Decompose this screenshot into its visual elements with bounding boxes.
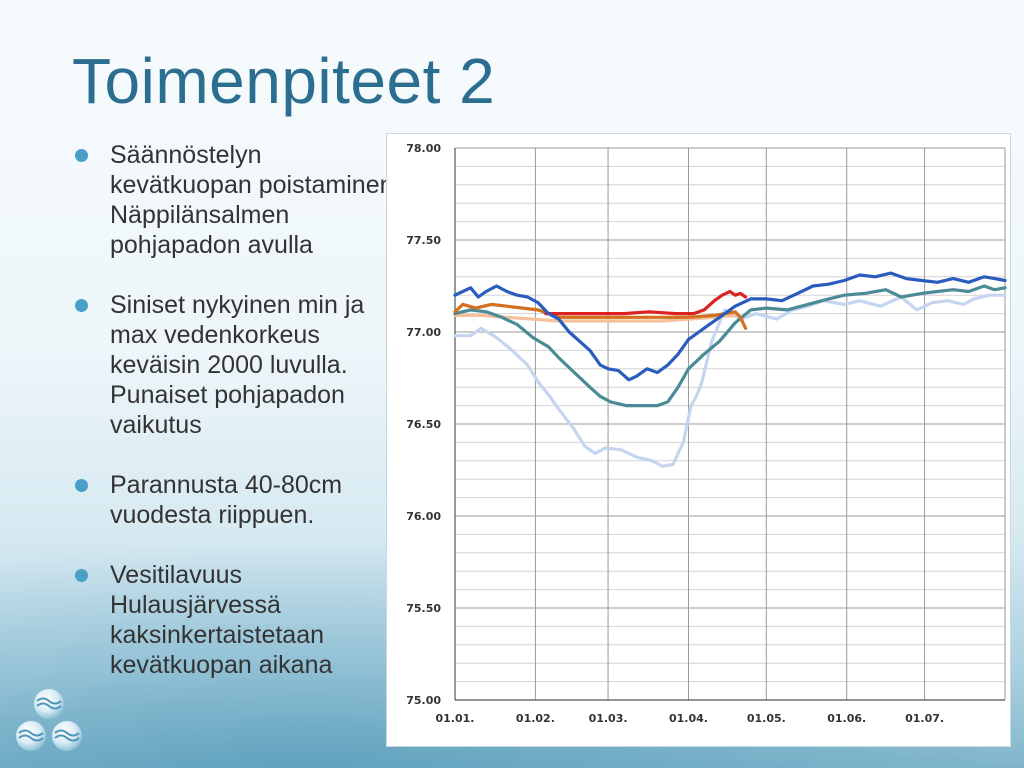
slide-title: Toimenpiteet 2	[72, 45, 496, 117]
series-line	[453, 302, 748, 330]
bullet-item: Siniset nykyinen min ja max vedenkorkeus…	[72, 290, 402, 440]
bullet-item: Säännöstelyn kevätkuopan poistaminen Näp…	[72, 140, 402, 260]
x-tick-label: 01.04.	[669, 712, 708, 725]
bullet-item: Vesitilavuus Hulausjärvessä kaksinkertai…	[72, 560, 402, 680]
water-level-chart: 78.00 77.50 77.00 76.50 76.00 75.50 75.00 01.01…	[386, 133, 1011, 747]
logo-top-drop-icon	[34, 689, 64, 719]
chart-svg: 78.00 77.50 77.00 76.50 76.00 75.50 75.00 01.01…	[406, 142, 1007, 725]
y-tick-label: 77.50	[406, 234, 441, 247]
x-tick-label: 01.06.	[827, 712, 866, 725]
bullet-text: Siniset nykyinen min ja max vedenkorkeus…	[110, 291, 365, 439]
series-line	[544, 289, 748, 316]
bullet-dot-icon	[75, 299, 88, 312]
logo-left-drop-icon	[16, 721, 46, 751]
water-drops-logo	[16, 689, 82, 751]
bullet-dot-icon	[75, 569, 88, 582]
series-line	[453, 284, 1007, 408]
logo-right-drop-icon	[52, 721, 82, 751]
y-tick-label: 77.00	[406, 326, 441, 339]
y-tick-label: 75.50	[406, 602, 441, 615]
bullet-text: Vesitilavuus Hulausjärvessä kaksinkertai…	[110, 561, 333, 679]
series-line	[453, 271, 1007, 382]
y-tick-label: 76.50	[406, 418, 441, 431]
bullet-text: Parannusta 40-80cm vuodesta riippuen.	[110, 471, 343, 529]
bullet-text: Säännöstelyn kevätkuopan poistaminen Näp…	[110, 141, 394, 259]
x-tick-label: 01.02.	[516, 712, 555, 725]
y-tick-label: 76.00	[406, 510, 441, 523]
x-tick-label: 01.05.	[747, 712, 786, 725]
x-tick-label: 01.07.	[905, 712, 944, 725]
y-tick-label: 75.00	[406, 694, 441, 707]
x-tick-label: 01.03.	[589, 712, 628, 725]
bullet-list: Säännöstelyn kevätkuopan poistaminen Näp…	[72, 140, 402, 710]
bullet-dot-icon	[75, 479, 88, 492]
series-line	[453, 293, 1007, 468]
y-tick-label: 78.00	[406, 142, 441, 155]
bullet-item: Parannusta 40-80cm vuodesta riippuen.	[72, 470, 402, 530]
bullet-dot-icon	[75, 149, 88, 162]
x-tick-label: 01.01.	[436, 712, 475, 725]
